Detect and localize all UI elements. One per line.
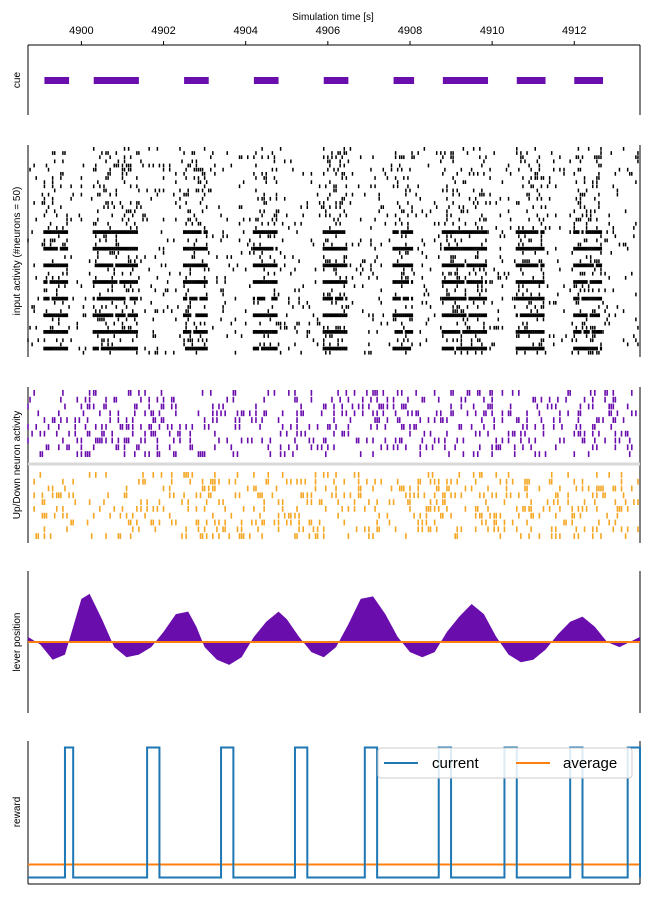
input-raster-panel: input activity (#neurons = 50) (12, 145, 640, 357)
x-tick-label: 4900 (69, 25, 93, 37)
lever-panel: lever position (12, 571, 640, 713)
updown-ylabel: Up/Down neuron activity (12, 411, 23, 519)
reward-panel: reward current average (12, 741, 640, 884)
cue-bar (44, 77, 69, 84)
reward-ylabel: reward (12, 797, 23, 828)
x-tick-label: 4912 (562, 25, 586, 37)
cue-bars (44, 77, 603, 84)
lever-area (28, 594, 640, 665)
cue-bar (517, 77, 546, 84)
x-axis-title: Simulation time [s] (292, 12, 374, 23)
input-ylabel: input activity (#neurons = 50) (12, 187, 23, 316)
cue-bar (324, 77, 349, 84)
cue-x-ticks (81, 41, 574, 45)
cue-bar (184, 77, 209, 84)
legend-label-average: average (563, 755, 617, 772)
reward-legend: current average (378, 748, 632, 778)
legend-label-current: current (432, 755, 480, 772)
cue-bar (94, 77, 139, 84)
lever-ylabel: lever position (12, 613, 23, 672)
cue-panel: cue (12, 41, 640, 115)
x-tick-label: 4906 (316, 25, 340, 37)
cue-bar (574, 77, 603, 84)
cue-bar (443, 77, 488, 84)
cue-bar (254, 77, 279, 84)
x-tick-label: 4910 (480, 25, 504, 37)
x-tick-label: 4908 (398, 25, 422, 37)
cue-ylabel: cue (12, 72, 23, 89)
cue-bar (394, 77, 415, 84)
updown-raster-panel: Up/Down neuron activity (12, 387, 640, 543)
input-spikes (28, 147, 638, 355)
x-tick-labels: 4900 4902 4904 4906 4908 4910 4912 (69, 25, 586, 37)
x-tick-label: 4902 (151, 25, 175, 37)
x-tick-label: 4904 (233, 25, 257, 37)
